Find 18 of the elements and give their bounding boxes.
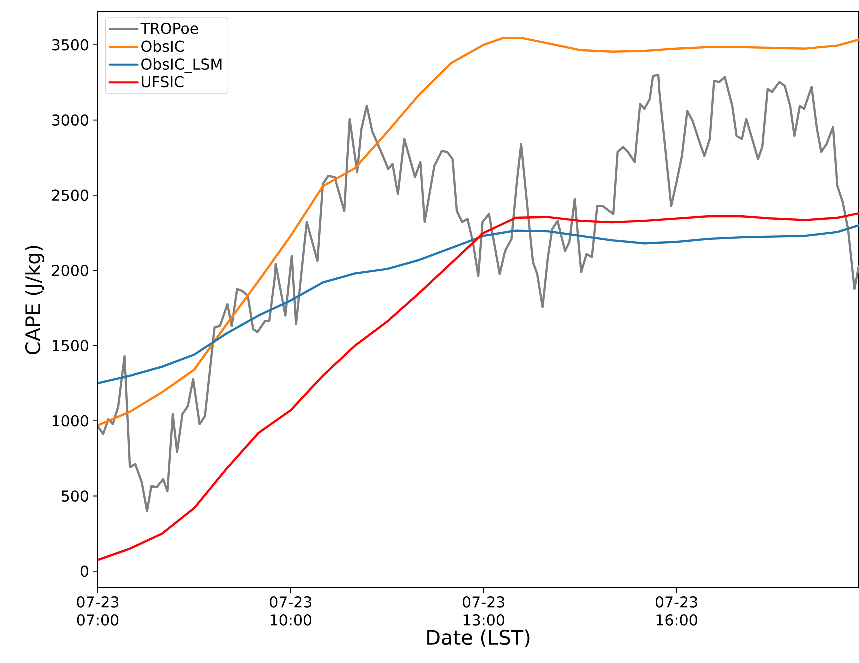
legend-label: UFSIC bbox=[142, 76, 184, 88]
y-axis-title: CAPE (J/kg) bbox=[25, 246, 44, 354]
y-tick-label: 3000 bbox=[52, 114, 88, 126]
legend-label: ObsIC_LSM bbox=[142, 58, 222, 74]
y-tick-label: 3500 bbox=[52, 39, 88, 51]
y-tick-label: 1000 bbox=[52, 415, 88, 427]
x-tick-label: 07-23 13:00 bbox=[463, 596, 504, 626]
y-tick-label: 2500 bbox=[52, 190, 88, 202]
legend-label: ObsIC bbox=[142, 40, 184, 52]
y-tick-label: 0 bbox=[80, 566, 88, 578]
y-tick-label: 1500 bbox=[52, 340, 88, 352]
x-tick-label: 07-23 16:00 bbox=[656, 596, 698, 626]
y-tick-label: 2000 bbox=[52, 264, 88, 276]
x-tick-label: 07-23 07:00 bbox=[77, 596, 119, 626]
y-tick-label: 500 bbox=[62, 490, 88, 502]
legend-label: TROPoe bbox=[140, 22, 198, 34]
x-tick-label: 07-23 10:00 bbox=[270, 596, 312, 626]
x-axis-title: Date (LST) bbox=[428, 630, 530, 648]
